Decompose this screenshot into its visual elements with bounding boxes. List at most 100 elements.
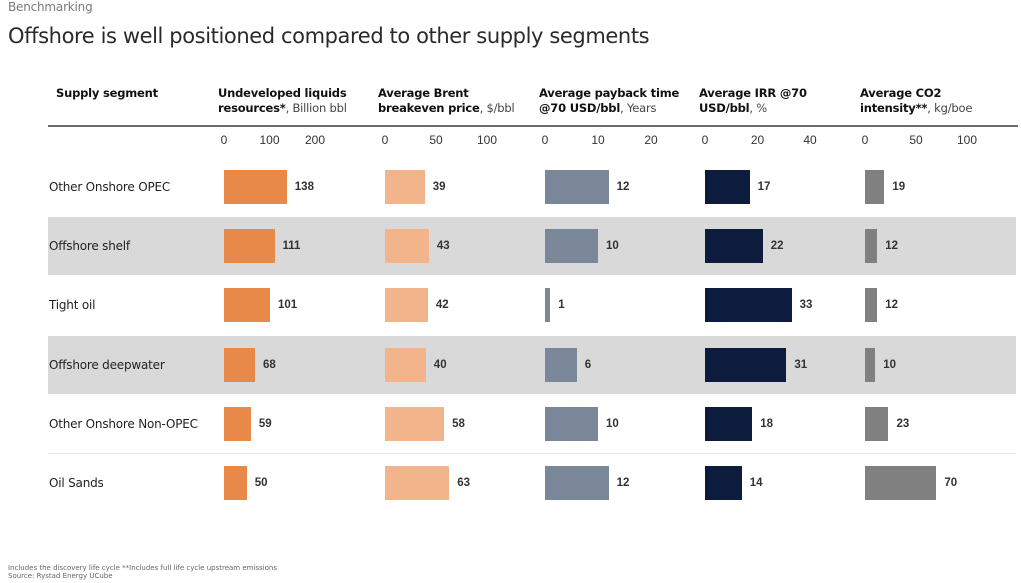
row-label-segment: Offshore shelf (49, 239, 130, 254)
data-label: 12 (616, 477, 630, 489)
data-label: 39 (432, 181, 446, 193)
row-label-segment: Oil Sands (49, 476, 104, 490)
data-label: 12 (885, 240, 899, 253)
data-label: 50 (254, 477, 268, 489)
data-label: 101 (277, 299, 298, 312)
column-header-title: Undeveloped liquids resources* (218, 86, 347, 115)
data-label: 10 (606, 240, 619, 253)
bar-co2 (865, 288, 878, 323)
axis-tick-label: 200 (304, 133, 326, 147)
row-label-segment: Other Onshore Non-OPEC (49, 416, 198, 431)
data-label: 14 (749, 477, 763, 489)
axis-tick-label: 0 (220, 133, 228, 147)
bar-breakeven (385, 229, 429, 264)
row-label-segment: Offshore deepwater (49, 357, 165, 372)
column-header-breakeven: Average Brent breakeven price, $/bbl (378, 86, 523, 116)
row-label-segment: Other Onshore OPEC (49, 180, 171, 194)
column-header-title: Average IRR @70 USD/bbl (699, 86, 807, 115)
bar-resources (224, 288, 270, 323)
header-divider (48, 125, 1018, 127)
column-header-irr: Average IRR @70 USD/bbl, % (699, 86, 844, 116)
bar-irr (705, 406, 753, 441)
bar-payback (545, 347, 577, 382)
axis-tick-label: 20 (750, 133, 765, 147)
data-label: 40 (433, 358, 447, 371)
data-label: 111 (282, 240, 301, 253)
column-header-segment: Supply segment (56, 86, 158, 101)
bar-payback (545, 406, 598, 441)
bar-co2 (865, 229, 878, 264)
column-header-title: Average CO2 intensity** (860, 86, 942, 115)
bar-irr (705, 229, 763, 264)
row-label-segment: Tight oil (49, 298, 96, 313)
data-label: 59 (258, 417, 272, 430)
column-header-title: Average Brent breakeven price (378, 86, 480, 115)
chart-title: Offshore is well positioned compared to … (8, 24, 650, 48)
axis-tick-label: 50 (909, 133, 923, 147)
data-label: 138 (294, 181, 314, 193)
data-label: 1 (558, 299, 565, 312)
column-header-segment-label: Supply segment (56, 86, 158, 100)
bar-resources (224, 170, 287, 204)
column-header-title: Average payback time @70 USD/bbl (539, 86, 680, 115)
footnote-definitions: Includes the discovery life cycle **Incl… (8, 564, 278, 572)
bar-breakeven (385, 347, 426, 382)
axis-tick-label: 0 (861, 133, 869, 147)
data-label: 68 (262, 358, 276, 371)
axis-tick-label: 40 (803, 133, 817, 147)
column-header-unit: , $/bbl (479, 101, 515, 115)
data-label: 12 (616, 181, 630, 193)
axis-tick-label: 0 (701, 133, 709, 147)
data-label: 6 (584, 358, 592, 371)
data-label: 43 (436, 240, 450, 253)
bar-co2 (865, 170, 885, 204)
bar-co2 (865, 347, 876, 382)
axis-tick-label: 100 (956, 133, 978, 147)
bar-payback (545, 229, 598, 264)
bar-breakeven (385, 466, 450, 500)
column-header-unit: , Years (620, 101, 657, 115)
bar-resources (224, 466, 247, 500)
data-label: 33 (799, 299, 813, 312)
bar-co2 (865, 406, 889, 441)
column-header-unit: , Billion bbl (285, 101, 347, 115)
bar-resources (224, 406, 251, 441)
data-label: 17 (757, 181, 771, 193)
data-label: 31 (794, 358, 808, 371)
bar-co2 (865, 466, 937, 500)
data-label: 42 (435, 299, 449, 312)
bar-irr (705, 347, 787, 382)
data-label: 10 (606, 417, 619, 430)
section-kicker: Benchmarking (8, 0, 93, 14)
data-label: 63 (457, 477, 471, 489)
data-label: 12 (885, 299, 899, 312)
column-header-unit: , kg/boe (927, 101, 973, 115)
bar-resources (224, 347, 255, 382)
axis-tick-label: 20 (644, 133, 658, 147)
data-label: 58 (452, 417, 465, 430)
bar-irr (705, 288, 792, 323)
footnote-source: Source: Rystad Energy UCube (8, 572, 113, 580)
column-header-unit: , % (749, 101, 768, 115)
data-label: 70 (944, 477, 958, 489)
bar-irr (705, 170, 750, 204)
bar-breakeven (385, 170, 425, 204)
bar-resources (224, 229, 275, 264)
bar-payback (545, 288, 551, 323)
axis-tick-label: 10 (591, 133, 605, 147)
column-header-payback: Average payback time @70 USD/bbl, Years (539, 86, 684, 116)
table-row (48, 335, 1016, 394)
row-divider (48, 453, 1016, 454)
data-label: 18 (760, 417, 774, 430)
axis-tick-label: 0 (541, 133, 549, 147)
column-header-co2: Average CO2 intensity**, kg/boe (860, 86, 1005, 116)
data-label: 23 (896, 417, 910, 430)
column-header-resources: Undeveloped liquids resources*, Billion … (218, 86, 353, 116)
axis-tick-label: 100 (476, 133, 498, 147)
data-label: 10 (883, 358, 896, 371)
axis-tick-label: 100 (259, 133, 280, 147)
table-row (48, 217, 1016, 276)
data-label: 22 (770, 240, 784, 253)
bar-payback (545, 170, 609, 204)
bar-breakeven (385, 406, 445, 441)
